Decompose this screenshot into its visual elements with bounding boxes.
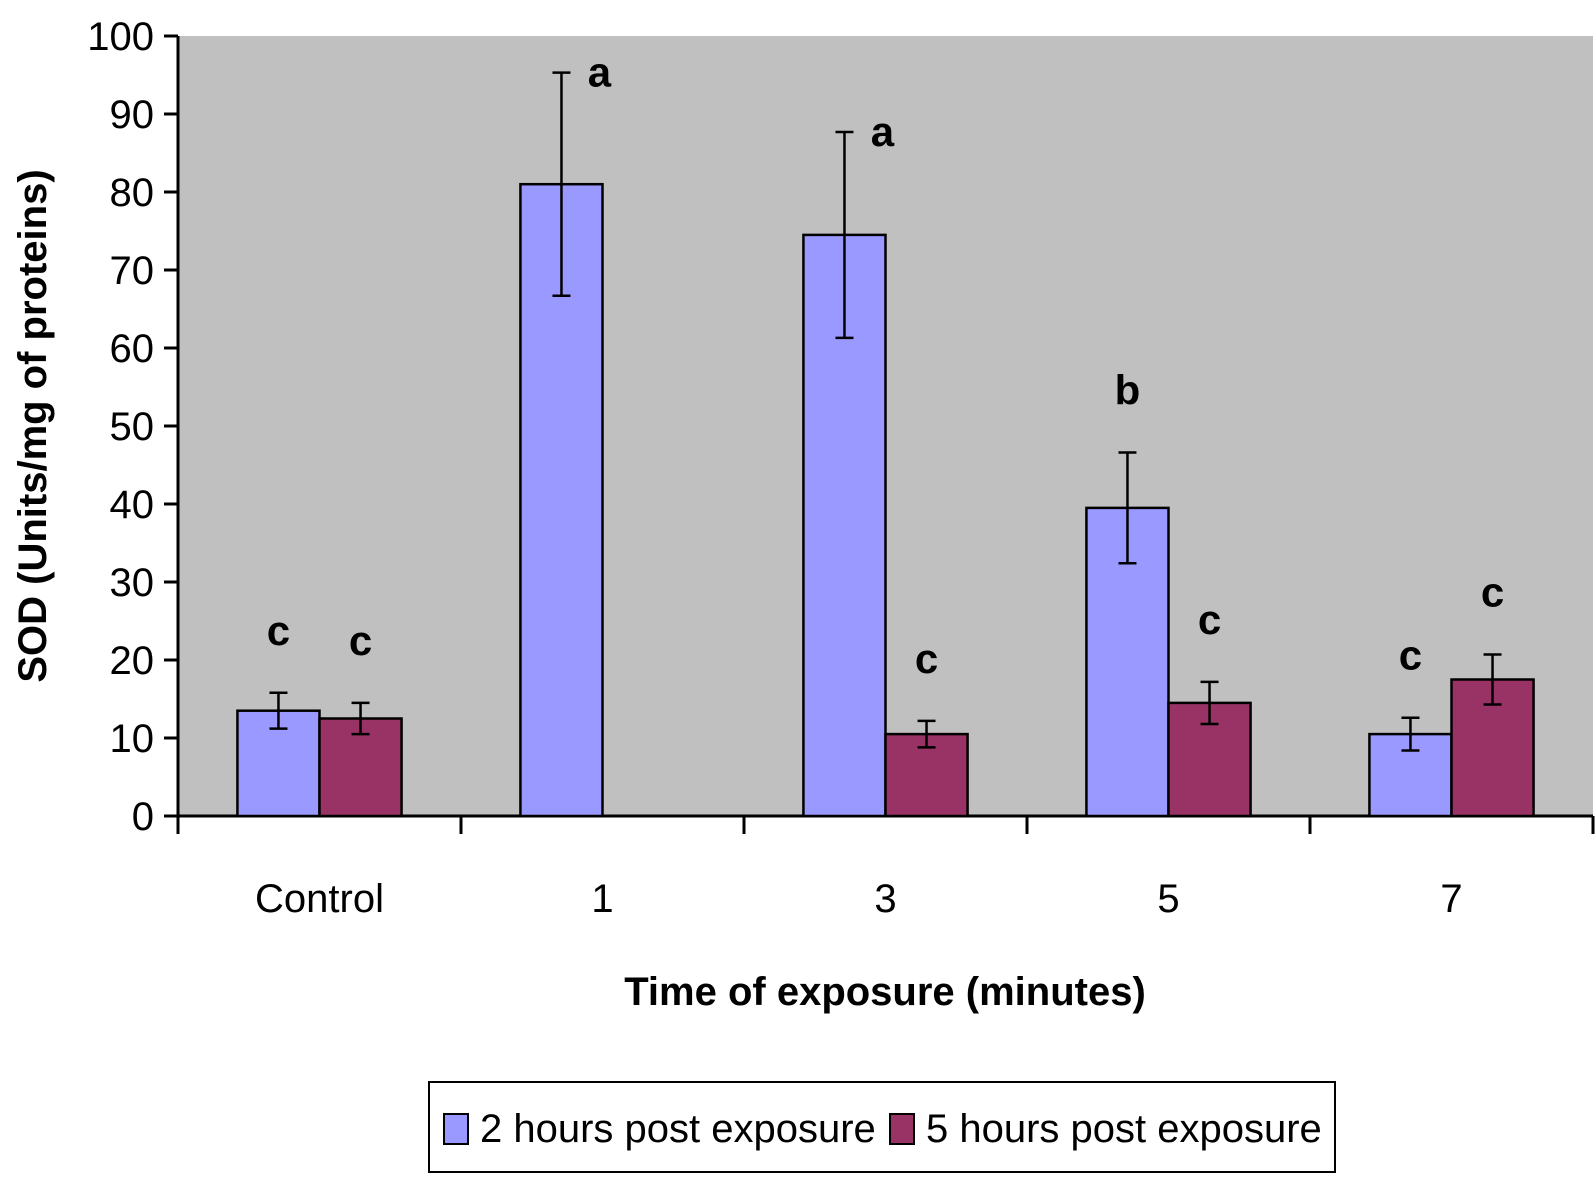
significance-letter: a <box>588 49 612 96</box>
category-labels: Control 1 3 5 7 <box>255 877 1463 921</box>
significance-letter: a <box>871 108 895 155</box>
x-category-label: 7 <box>1440 877 1462 921</box>
y-axis: 0 10 20 30 40 50 60 70 80 90 100 <box>87 15 180 839</box>
significance-letter: c <box>267 607 290 654</box>
significance-letter: c <box>349 617 372 664</box>
y-tick-label: 80 <box>110 171 155 215</box>
y-tick-label: 60 <box>110 327 155 371</box>
x-category-label: 5 <box>1157 877 1179 921</box>
significance-letter: c <box>1481 569 1504 616</box>
bar <box>1450 678 1535 818</box>
y-tick-label: 30 <box>110 561 155 605</box>
y-tick-label: 40 <box>110 483 155 527</box>
significance-letter: c <box>915 635 938 682</box>
legend-swatch-2h <box>443 1113 469 1145</box>
y-axis-title: SOD (Units/mg of proteins) <box>11 169 55 682</box>
y-tick-label: 50 <box>110 405 155 449</box>
y-tick-label: 70 <box>110 249 155 293</box>
significance-letter: c <box>1399 632 1422 679</box>
significance-letter: b <box>1115 367 1141 414</box>
legend-label-2h: 2 hours post exposure <box>480 1107 876 1151</box>
legend-label-5h: 5 hours post exposure <box>926 1107 1322 1151</box>
legend-box <box>428 1081 1336 1173</box>
x-axis <box>176 814 1595 834</box>
x-axis-title: Time of exposure (minutes) <box>624 970 1146 1014</box>
legend: 2 hours post exposure 5 hours post expos… <box>428 1081 1336 1173</box>
error-bars <box>269 71 1502 752</box>
x-category-label: Control <box>255 877 384 921</box>
y-tick-label: 10 <box>110 717 155 761</box>
significance-letters: c c a a c b c c c <box>267 49 1504 682</box>
y-tick-label: 100 <box>87 15 154 59</box>
y-tick-label: 0 <box>132 795 154 839</box>
legend-swatch-5h <box>889 1113 915 1145</box>
x-category-label: 1 <box>591 877 613 921</box>
y-tick-label: 20 <box>110 639 155 683</box>
significance-letter: c <box>1198 596 1221 643</box>
x-category-label: 3 <box>874 877 896 921</box>
y-tick-label: 90 <box>110 93 155 137</box>
